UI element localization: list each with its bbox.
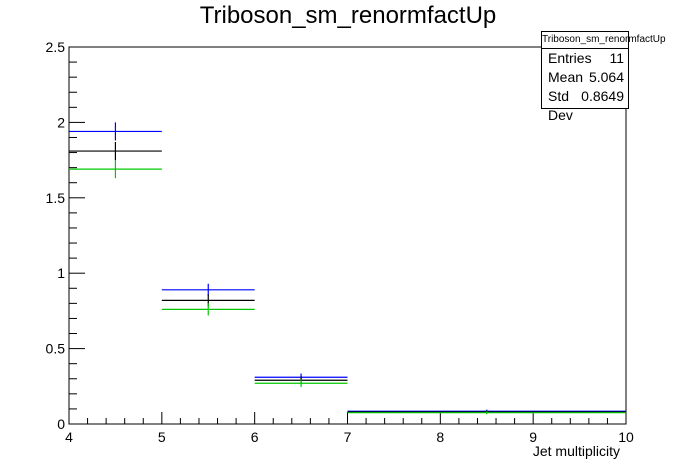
x-tick-label: 9 [529,429,537,445]
x-tick-label: 5 [158,429,166,445]
stats-std-label: Std Dev [548,88,573,123]
y-tick-label: 1.5 [46,190,66,206]
stats-entries-label: Entries [548,50,592,66]
stats-mean-row: Mean 5.064 [542,68,628,87]
stats-mean-label: Mean [548,69,584,85]
stats-std-row: Std Dev 0.8649 [542,87,628,123]
stats-entries-value: 11 [609,50,624,66]
y-tick-label: 2.5 [46,39,66,55]
stats-name: Triboson_sm_renormfactUp [542,32,666,49]
y-tick-label: 2 [57,114,65,130]
y-tick-label: 1 [57,265,65,281]
stats-mean-value: 5.064 [588,69,624,85]
x-axis-label: Jet multiplicity [533,443,620,459]
x-tick-label: 4 [65,429,73,445]
stats-entries-row: Entries 11 [542,49,628,68]
chart-title: Triboson_sm_renormfactUp [199,2,497,29]
x-tick-label: 7 [344,429,352,445]
y-tick-label: 0 [57,416,65,432]
stats-box: Triboson_sm_renormfactUp Entries 11 Mean… [541,31,666,123]
x-tick-label: 6 [251,429,259,445]
y-tick-label: 0.5 [46,341,66,357]
x-tick-label: 10 [618,429,634,445]
stats-std-value: 0.8649 [581,88,624,104]
x-tick-label: 8 [436,429,444,445]
